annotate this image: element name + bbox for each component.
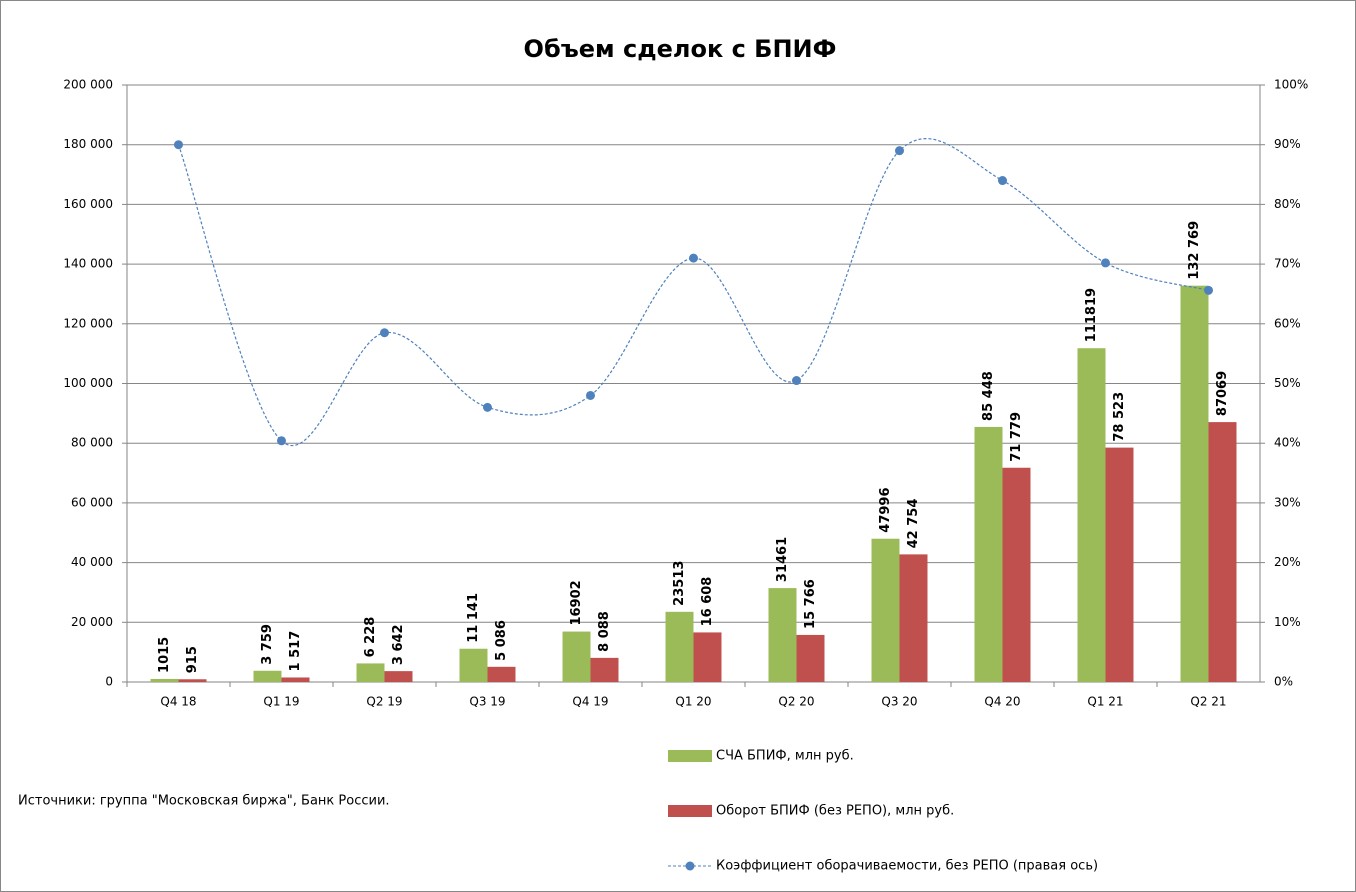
y-tick-label: 100 000 [63,376,113,390]
y2-tick-label: 50% [1274,376,1301,390]
bar [871,538,900,682]
bar [459,648,488,682]
y-tick-label: 140 000 [63,257,113,271]
data-label: 3 759 [260,624,275,665]
line-marker [689,253,698,263]
bar [487,666,516,682]
x-tick-label: Q4 18 [160,695,196,709]
line-marker [1204,285,1213,295]
y2-tick-label: 80% [1274,197,1301,211]
x-tick-label: Q3 19 [469,695,505,709]
data-label: 132 769 [1187,221,1202,280]
x-tick-label: Q1 20 [675,695,711,709]
bar [178,679,207,682]
bar [1077,348,1106,682]
data-label: 16902 [569,580,584,625]
x-tick-label: Q3 20 [881,695,917,709]
bar [796,634,825,682]
data-label: 111819 [1084,288,1099,342]
y-tick-label: 160 000 [63,197,113,211]
data-label: 42 754 [906,499,921,549]
bar [562,631,591,682]
line-marker [792,376,801,386]
data-label: 5 086 [494,620,509,661]
data-label: 16 608 [700,577,715,627]
y-tick-label: 40 000 [71,555,113,569]
y2-tick-label: 70% [1274,257,1301,271]
y2-tick-label: 10% [1274,615,1301,629]
data-label: 8 088 [597,611,612,652]
y2-tick-label: 40% [1274,436,1301,450]
bar [590,657,619,682]
data-label: 15 766 [803,579,818,629]
data-label: 1015 [157,637,172,673]
data-label: 23513 [672,561,687,606]
line-marker [1101,258,1110,268]
bar [974,426,1003,682]
data-label: 31461 [775,537,790,582]
bar [1002,467,1031,682]
line-marker [895,146,904,156]
y-tick-label: 180 000 [63,137,113,151]
bar [281,677,310,682]
source-note: Источники: группа "Московская биржа", Ба… [18,794,390,809]
bar [768,588,797,682]
data-label: 6 228 [363,617,378,658]
y-tick-label: 200 000 [63,78,113,92]
y-tick-label: 120 000 [63,316,113,330]
chart-title: Объем сделок с БПИФ [524,35,837,63]
data-label: 11 141 [466,593,481,643]
legend-swatch [668,805,712,817]
data-label: 47996 [878,487,893,532]
y2-tick-label: 60% [1274,316,1301,330]
bar [150,678,179,682]
legend-label: Оборот БПИФ (без РЕПО), млн руб. [716,804,954,819]
bar [665,611,694,682]
bar [356,663,385,682]
legend-swatch [685,861,695,871]
y2-tick-label: 30% [1274,495,1301,509]
data-label: 1 517 [288,631,303,672]
legend-swatch [668,750,712,762]
bar [899,554,928,682]
legend-label: Коэффициент оборачиваемости, без РЕПО (п… [716,859,1098,874]
line-marker [483,402,492,412]
x-tick-label: Q2 20 [778,695,814,709]
y-tick-label: 0 [105,675,113,689]
x-tick-label: Q2 19 [366,695,402,709]
bar [1105,447,1134,682]
y2-tick-label: 100% [1274,78,1308,92]
line-marker [380,328,389,338]
data-label: 71 779 [1009,412,1024,462]
data-label: 85 448 [981,371,996,421]
bar [253,670,282,682]
line-marker [998,176,1007,186]
y2-tick-label: 90% [1274,137,1301,151]
x-tick-label: Q1 21 [1087,695,1123,709]
bar [693,632,722,682]
data-label: 915 [185,646,200,673]
bar [1208,422,1237,682]
line-marker [174,140,183,150]
line-marker [586,390,595,400]
data-label: 3 642 [391,624,406,665]
x-tick-label: Q2 21 [1190,695,1226,709]
y2-tick-label: 20% [1274,555,1301,569]
y-tick-label: 20 000 [71,615,113,629]
bar [1180,285,1209,682]
data-label: 78 523 [1112,392,1127,442]
x-tick-label: Q1 19 [263,695,299,709]
line-marker [277,436,286,446]
legend-label: СЧА БПИФ, млн руб. [716,749,854,764]
x-tick-label: Q4 19 [572,695,608,709]
y-tick-label: 80 000 [71,436,113,450]
data-label: 87069 [1215,371,1230,416]
y2-tick-label: 0% [1274,675,1293,689]
y-tick-label: 60 000 [71,495,113,509]
x-tick-label: Q4 20 [984,695,1020,709]
bar [384,671,413,682]
